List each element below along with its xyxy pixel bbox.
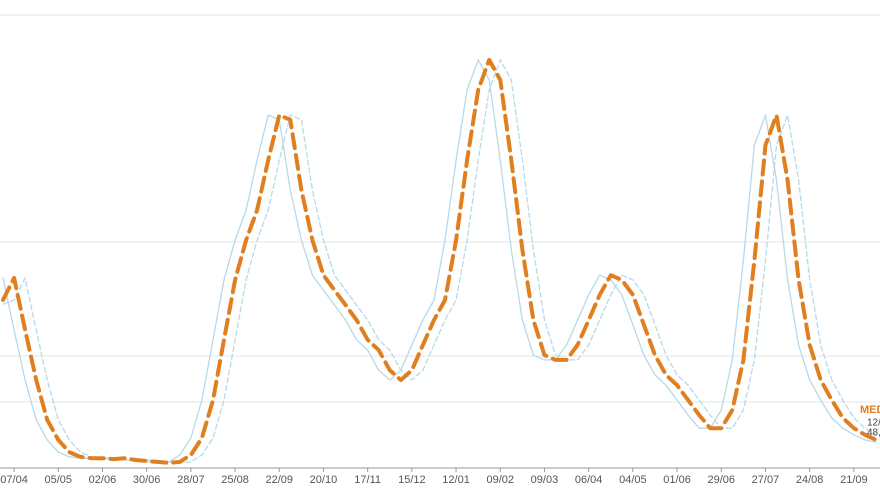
x-tick-label: 12/01 [442, 474, 470, 486]
x-tick-label: 15/12 [398, 474, 426, 486]
x-tick-label: 07/04 [0, 474, 28, 486]
x-tick-label: 06/04 [575, 474, 603, 486]
x-tick-label: 17/11 [354, 474, 381, 486]
x-tick-label: 21/09 [840, 474, 868, 486]
ensemble-line [2, 59, 877, 464]
x-tick-label: 22/09 [265, 474, 293, 486]
x-tick-label: 25/08 [221, 474, 249, 486]
median-line [1, 57, 878, 465]
x-tick-label: 04/05 [619, 474, 647, 486]
x-tick-label: 02/06 [89, 474, 117, 486]
x-tick-label: 01/06 [663, 474, 691, 486]
x-tick-label: 20/10 [310, 474, 338, 486]
x-tick-label: 09/03 [531, 474, 559, 486]
x-tick-label: 29/06 [707, 474, 735, 486]
series-label: MED [860, 404, 880, 416]
x-tick-label: 05/05 [44, 474, 72, 486]
annotation: 48, [867, 428, 880, 439]
x-tick-label: 28/07 [177, 474, 205, 486]
x-tick-label: 30/06 [133, 474, 161, 486]
x-tick-label: 24/08 [796, 474, 824, 486]
x-tick-label: 27/07 [752, 474, 780, 486]
annotation: 12/ [867, 418, 880, 429]
ensemble-line [2, 59, 877, 464]
x-tick-label: 09/02 [486, 474, 514, 486]
